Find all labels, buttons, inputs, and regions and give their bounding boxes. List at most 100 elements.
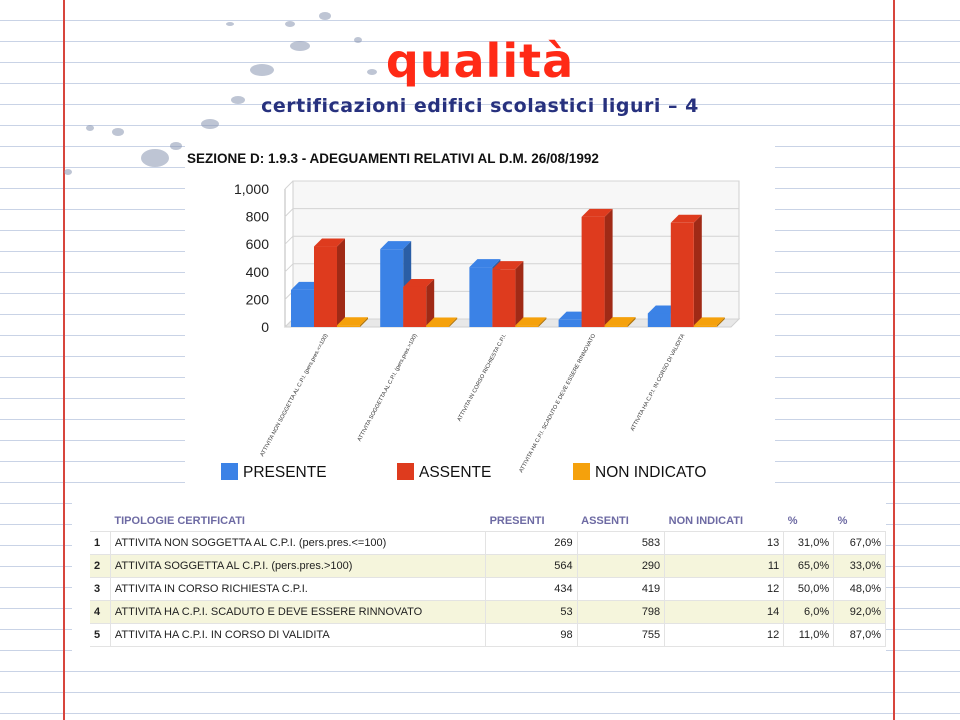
table-row: 5 ATTIVITA HA C.P.I. IN CORSO DI VALIDIT… xyxy=(90,623,886,647)
bar-top xyxy=(670,214,702,223)
bar-side xyxy=(604,208,613,327)
row-presenti: 53 xyxy=(485,600,578,624)
row-assenti: 755 xyxy=(576,623,666,647)
bar-chart: SEZIONE D: 1.9.3 - ADEGUAMENTI RELATIVI … xyxy=(187,151,741,481)
bar-top xyxy=(380,241,412,250)
row-assenti: 798 xyxy=(576,600,666,624)
bar xyxy=(426,325,450,327)
y-tick-label: 200 xyxy=(246,291,270,307)
bar-side xyxy=(426,278,435,327)
row-pct-assenti: 48,0% xyxy=(833,577,886,601)
bar xyxy=(581,216,605,327)
bar-side xyxy=(515,261,524,327)
bar-top xyxy=(337,317,368,326)
bar xyxy=(403,286,427,327)
page-title: qualità xyxy=(385,34,575,88)
data-table-panel: TIPOLOGIE CERTIFICATI PRESENTI ASSENTI N… xyxy=(72,503,886,663)
row-pct-assenti: 67,0% xyxy=(833,531,886,555)
x-tick-label: ATTIVITA SOGGETTA AL C.P.I. (pers.pres.>… xyxy=(357,333,419,443)
row-assenti: 583 xyxy=(576,531,666,555)
bar-top xyxy=(403,278,435,287)
row-presenti: 269 xyxy=(485,531,578,555)
bar-top xyxy=(469,259,501,268)
bar xyxy=(291,289,314,327)
chart-title: SEZIONE D: 1.9.3 - ADEGUAMENTI RELATIVI … xyxy=(187,151,599,166)
legend-swatch xyxy=(573,463,590,480)
table-header-row: TIPOLOGIE CERTIFICATI PRESENTI ASSENTI N… xyxy=(90,511,886,532)
table-header-pct-presenti: % xyxy=(787,515,798,527)
row-non-indicati: 11 xyxy=(664,554,785,578)
x-tick-label: ATTIVITA HA C.P.I. SCADUTO E DEVE ESSERE… xyxy=(519,333,598,474)
row-pct-presenti: 6,0% xyxy=(783,600,835,624)
table-header-presenti: PRESENTI xyxy=(489,515,545,527)
legend-label: ASSENTE xyxy=(419,464,491,481)
row-pct-assenti: 33,0% xyxy=(833,554,886,578)
row-pct-presenti: 31,0% xyxy=(783,531,835,555)
table-header-index xyxy=(90,511,110,532)
bar-top xyxy=(515,317,547,326)
bar xyxy=(337,325,360,327)
row-index: 3 xyxy=(90,577,111,601)
notebook-margin-line-right xyxy=(893,0,895,720)
x-tick-label: ATTIVITA IN CORSO RICHIESTA C.P.I. xyxy=(457,333,509,423)
bar xyxy=(515,325,539,327)
row-non-indicati: 12 xyxy=(664,577,785,601)
legend-swatch xyxy=(397,463,414,480)
row-index: 4 xyxy=(90,600,111,624)
row-pct-presenti: 50,0% xyxy=(783,577,835,601)
x-tick-label: ATTIVITA NON SOGGETTA AL C.P.I. (pers.pr… xyxy=(259,333,329,458)
bar xyxy=(670,222,694,327)
row-non-indicati: 12 xyxy=(664,623,785,647)
bar-top xyxy=(426,317,458,326)
y-tick-label: 1,000 xyxy=(234,181,269,197)
bar-top xyxy=(693,317,725,326)
gridline-diag xyxy=(284,235,294,245)
bar xyxy=(469,267,493,327)
bar-side xyxy=(693,214,702,327)
row-tipologia: ATTIVITA SOGGETTA AL C.P.I. (pers.pres.>… xyxy=(109,554,487,578)
table-row: 2 ATTIVITA SOGGETTA AL C.P.I. (pers.pres… xyxy=(90,554,886,578)
row-presenti: 98 xyxy=(485,623,578,647)
row-pct-assenti: 92,0% xyxy=(833,600,886,624)
bar-top xyxy=(492,261,524,270)
bar-side xyxy=(716,317,725,327)
ink-blot-decoration xyxy=(64,12,377,175)
table-row: 4 ATTIVITA HA C.P.I. SCADUTO E DEVE ESSE… xyxy=(90,600,886,624)
bar xyxy=(647,313,671,327)
certificates-table: TIPOLOGIE CERTIFICATI PRESENTI ASSENTI N… xyxy=(90,511,886,647)
legend-swatch xyxy=(221,463,238,480)
page-subtitle: certificazioni edifici scolastici liguri… xyxy=(261,95,699,117)
row-tipologia: ATTIVITA HA C.P.I. IN CORSO DI VALIDITA xyxy=(109,623,487,647)
table-header-pct-assenti: % xyxy=(837,515,848,527)
row-index: 2 xyxy=(90,554,111,578)
bar-top xyxy=(314,238,345,247)
legend-label: NON INDICATO xyxy=(595,464,706,481)
row-assenti: 419 xyxy=(576,577,666,601)
legend-label: PRESENTE xyxy=(243,464,327,481)
x-tick-label: ATTIVITA HA C.P.I. IN CORSO DI VALIDITA xyxy=(630,333,687,432)
bar xyxy=(558,319,582,327)
row-pct-assenti: 87,0% xyxy=(833,623,886,647)
bar xyxy=(492,269,516,327)
row-non-indicati: 14 xyxy=(664,600,785,624)
gridline-diag xyxy=(284,263,294,273)
bar-side xyxy=(449,317,458,327)
bar-side xyxy=(627,317,636,327)
bar-top xyxy=(604,317,636,326)
table-header-assenti: ASSENTI xyxy=(581,515,629,527)
bar xyxy=(380,249,404,327)
table-row: 1 ATTIVITA NON SOGGETTA AL C.P.I. (pers.… xyxy=(90,531,886,555)
row-presenti: 564 xyxy=(485,554,578,578)
gridline-diag xyxy=(284,208,294,217)
bar xyxy=(604,325,628,327)
y-tick-label: 800 xyxy=(246,209,270,225)
bar xyxy=(693,325,717,327)
row-index: 5 xyxy=(90,623,111,647)
row-index: 1 xyxy=(90,531,111,555)
table-row: 3 ATTIVITA IN CORSO RICHIESTA C.P.I. 434… xyxy=(90,577,886,601)
notebook-margin-line-left xyxy=(63,0,65,720)
y-tick-label: 600 xyxy=(246,236,270,252)
chart-panel: SEZIONE D: 1.9.3 - ADEGUAMENTI RELATIVI … xyxy=(185,133,775,500)
row-pct-presenti: 11,0% xyxy=(783,623,835,647)
table-header-non-indicati: NON INDICATI xyxy=(668,515,744,527)
